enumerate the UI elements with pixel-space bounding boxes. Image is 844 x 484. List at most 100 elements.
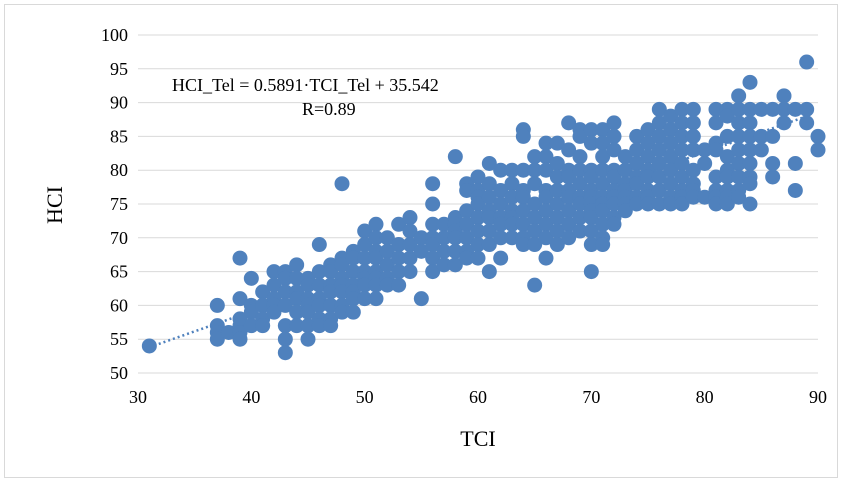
data-point-21 bbox=[266, 277, 282, 293]
data-point-184 bbox=[538, 203, 554, 219]
data-point-123 bbox=[447, 243, 463, 259]
data-point-144 bbox=[481, 210, 497, 226]
data-point-103 bbox=[402, 264, 418, 280]
data-point-80 bbox=[357, 291, 373, 307]
data-point-325 bbox=[731, 128, 747, 144]
data-point-309 bbox=[708, 169, 724, 185]
data-point-74 bbox=[357, 223, 373, 239]
data-point-93 bbox=[379, 277, 395, 293]
data-point-271 bbox=[651, 128, 667, 144]
data-point-204 bbox=[561, 230, 577, 246]
data-point-95 bbox=[391, 237, 407, 253]
data-point-30 bbox=[277, 331, 293, 347]
data-point-192 bbox=[549, 196, 565, 212]
data-point-340 bbox=[753, 101, 769, 117]
data-point-174 bbox=[527, 196, 543, 212]
data-point-128 bbox=[459, 216, 475, 232]
data-point-274 bbox=[651, 169, 667, 185]
data-point-79 bbox=[357, 277, 373, 293]
data-points bbox=[141, 54, 826, 361]
data-point-81 bbox=[368, 216, 384, 232]
data-point-339 bbox=[742, 196, 758, 212]
data-point-141 bbox=[481, 176, 497, 192]
data-point-116 bbox=[436, 243, 452, 259]
x-tick-30: 30 bbox=[129, 387, 147, 407]
data-point-190 bbox=[549, 169, 565, 185]
data-point-101 bbox=[402, 237, 418, 253]
data-point-289 bbox=[674, 155, 690, 171]
data-point-265 bbox=[640, 169, 656, 185]
data-point-353 bbox=[799, 54, 815, 70]
data-point-16 bbox=[255, 284, 271, 300]
data-point-36 bbox=[289, 304, 305, 320]
data-point-11 bbox=[232, 331, 248, 347]
data-point-335 bbox=[742, 142, 758, 158]
data-point-315 bbox=[719, 128, 735, 144]
data-point-173 bbox=[527, 176, 543, 192]
data-point-207 bbox=[572, 149, 588, 165]
data-point-157 bbox=[504, 189, 520, 205]
data-point-59 bbox=[334, 176, 350, 192]
data-point-105 bbox=[413, 243, 429, 259]
data-point-356 bbox=[810, 128, 826, 144]
data-point-350 bbox=[787, 101, 803, 117]
data-point-42 bbox=[300, 304, 316, 320]
data-point-344 bbox=[765, 128, 781, 144]
data-point-12 bbox=[243, 270, 259, 286]
data-point-61 bbox=[334, 257, 350, 273]
data-point-236 bbox=[595, 237, 611, 253]
data-point-163 bbox=[515, 128, 531, 144]
data-point-47 bbox=[311, 277, 327, 293]
data-point-142 bbox=[481, 189, 497, 205]
data-point-330 bbox=[731, 189, 747, 205]
data-point-96 bbox=[391, 250, 407, 266]
data-point-230 bbox=[595, 176, 611, 192]
data-point-223 bbox=[583, 223, 599, 239]
data-point-88 bbox=[368, 291, 384, 307]
data-point-167 bbox=[515, 203, 531, 219]
data-point-170 bbox=[515, 237, 531, 253]
data-point-149 bbox=[493, 182, 509, 198]
x-tick-80: 80 bbox=[696, 387, 714, 407]
data-point-354 bbox=[799, 101, 815, 117]
data-point-227 bbox=[595, 135, 611, 151]
x-tick-90: 90 bbox=[809, 387, 827, 407]
data-point-140 bbox=[481, 155, 497, 171]
data-point-206 bbox=[572, 128, 588, 144]
data-point-4 bbox=[209, 331, 225, 347]
data-point-253 bbox=[617, 203, 633, 219]
data-point-225 bbox=[583, 264, 599, 280]
data-point-5 bbox=[221, 324, 237, 340]
data-point-295 bbox=[685, 115, 701, 131]
data-point-91 bbox=[379, 257, 395, 273]
data-point-341 bbox=[753, 128, 769, 144]
data-point-102 bbox=[402, 250, 418, 266]
data-point-316 bbox=[719, 149, 735, 165]
data-point-352 bbox=[787, 182, 803, 198]
data-point-124 bbox=[447, 257, 463, 273]
data-point-66 bbox=[334, 304, 350, 320]
data-point-305 bbox=[708, 101, 724, 117]
data-point-113 bbox=[425, 264, 441, 280]
data-point-347 bbox=[776, 88, 792, 104]
data-point-331 bbox=[742, 74, 758, 90]
data-point-139 bbox=[470, 250, 486, 266]
data-point-333 bbox=[742, 115, 758, 131]
data-point-152 bbox=[493, 216, 509, 232]
data-point-282 bbox=[663, 176, 679, 192]
data-point-357 bbox=[810, 142, 826, 158]
data-point-318 bbox=[719, 169, 735, 185]
data-point-255 bbox=[629, 142, 645, 158]
data-point-90 bbox=[379, 243, 395, 259]
data-point-27 bbox=[277, 284, 293, 300]
data-point-138 bbox=[470, 237, 486, 253]
data-point-196 bbox=[561, 115, 577, 131]
data-point-233 bbox=[595, 203, 611, 219]
data-point-247 bbox=[617, 149, 633, 165]
data-point-181 bbox=[538, 162, 554, 178]
data-point-145 bbox=[481, 223, 497, 239]
data-point-189 bbox=[549, 155, 565, 171]
data-point-7 bbox=[232, 291, 248, 307]
data-point-248 bbox=[617, 162, 633, 178]
data-point-131 bbox=[459, 250, 475, 266]
